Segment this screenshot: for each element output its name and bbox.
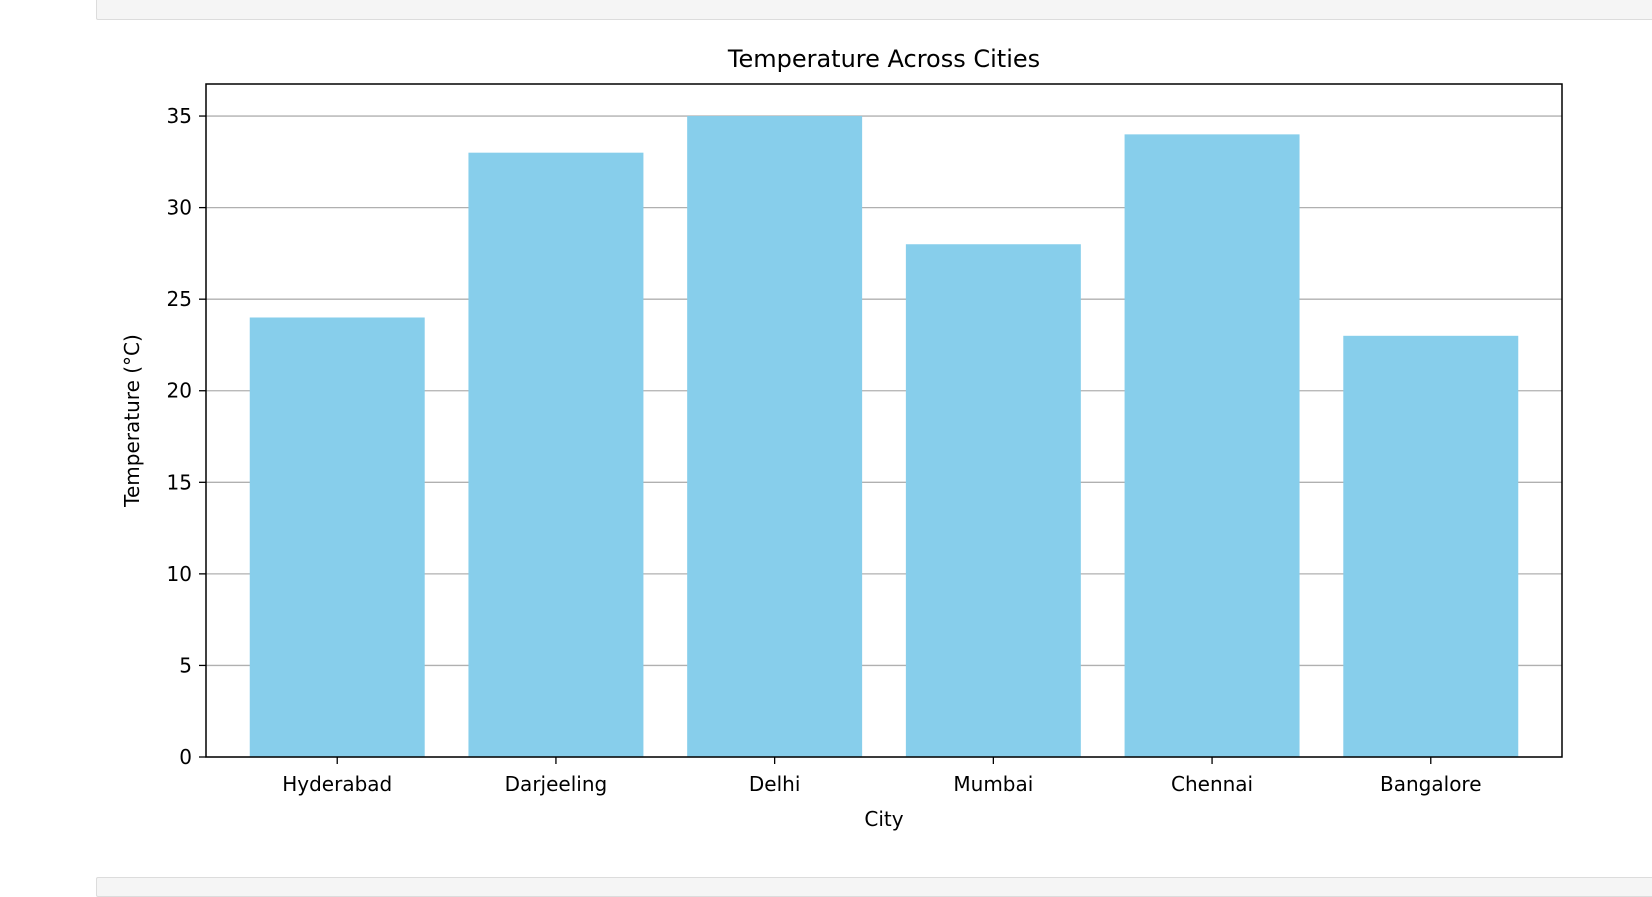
y-tick-label: 25 <box>167 287 192 311</box>
y-tick-label: 5 <box>179 653 192 677</box>
x-tick-label: Bangalore <box>1380 772 1481 796</box>
y-tick-label: 35 <box>167 104 192 128</box>
x-tick-label: Darjeeling <box>505 772 608 796</box>
notebook-cell-below <box>96 877 1652 897</box>
bar-chennai <box>1124 134 1300 758</box>
chart-title: Temperature Across Cities <box>727 45 1040 73</box>
x-tick-label: Chennai <box>1171 772 1253 796</box>
notebook-cell-above <box>96 0 1652 20</box>
x-tick-label: Mumbai <box>953 772 1033 796</box>
bar-hyderabad <box>249 317 425 757</box>
y-tick-label: 0 <box>179 745 192 769</box>
bar-bangalore <box>1343 335 1519 757</box>
y-axis-ticks: 0 5 10 15 20 25 30 35 <box>167 104 206 769</box>
x-axis-label: City <box>864 807 903 831</box>
y-tick-label: 20 <box>167 379 192 403</box>
x-tick-label: Delhi <box>749 772 801 796</box>
bar-darjeeling <box>468 152 644 757</box>
y-tick-label: 10 <box>167 562 192 586</box>
bar-mumbai <box>905 244 1081 757</box>
x-axis-ticks: Hyderabad Darjeeling Delhi Mumbai Chennai Ban… <box>282 757 1482 796</box>
y-tick-label: 15 <box>167 470 192 494</box>
plot-frame <box>205 83 1563 758</box>
y-axis-label: Temperature (°C) <box>120 334 144 508</box>
bars <box>249 116 1519 758</box>
bar-delhi <box>687 116 863 758</box>
x-tick-label: Hyderabad <box>282 772 392 796</box>
y-tick-label: 30 <box>167 196 192 220</box>
